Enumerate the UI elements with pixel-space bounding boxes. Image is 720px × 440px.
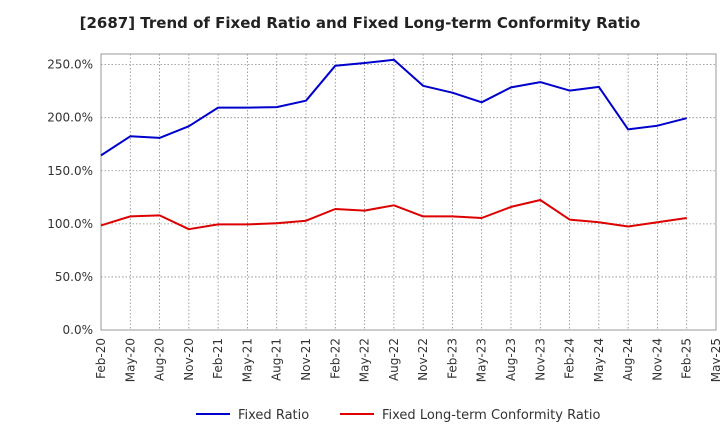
y-tick-label: 150.0% [47,164,93,178]
x-tick-label: Feb-23 [445,338,459,379]
legend-label: Fixed Long-term Conformity Ratio [382,408,601,423]
y-tick-label: 100.0% [47,217,93,231]
x-tick-label: Nov-23 [533,338,547,381]
x-tick-label: Nov-24 [650,338,664,381]
y-tick-label: 200.0% [47,111,93,125]
x-tick-label: May-23 [475,338,489,382]
x-tick-label: May-20 [123,338,137,382]
x-tick-label: Aug-23 [504,338,518,381]
x-tick-label: Aug-20 [153,338,167,381]
x-tick-label: May-22 [358,338,372,382]
x-tick-label: Feb-25 [680,338,694,379]
series-line-fixed-long-term-conformity-ratio [100,199,687,231]
series-line-fixed-ratio [100,58,687,157]
x-tick-label: Feb-22 [328,338,342,379]
x-tick-label: Nov-21 [299,338,313,381]
x-tick-label: May-25 [709,338,720,382]
y-tick-label: 250.0% [47,58,93,72]
x-tick-label: May-24 [592,338,606,382]
x-tick-label: Nov-22 [416,338,430,381]
x-tick-label: Feb-21 [211,338,225,379]
x-tick-label: Aug-24 [621,338,635,381]
y-tick-label: 0.0% [63,323,94,337]
x-tick-label: Feb-24 [563,338,577,379]
legend-label: Fixed Ratio [238,408,309,423]
plot-area [100,53,717,331]
y-tick-label: 50.0% [55,270,93,284]
chart-title: [2687] Trend of Fixed Ratio and Fixed Lo… [79,14,641,32]
x-tick-label: Feb-20 [94,338,108,379]
x-tick-label: Aug-21 [270,338,284,381]
x-tick-label: Aug-22 [387,338,401,381]
x-tick-label: Nov-20 [182,338,196,381]
x-tick-label: May-21 [240,338,254,382]
